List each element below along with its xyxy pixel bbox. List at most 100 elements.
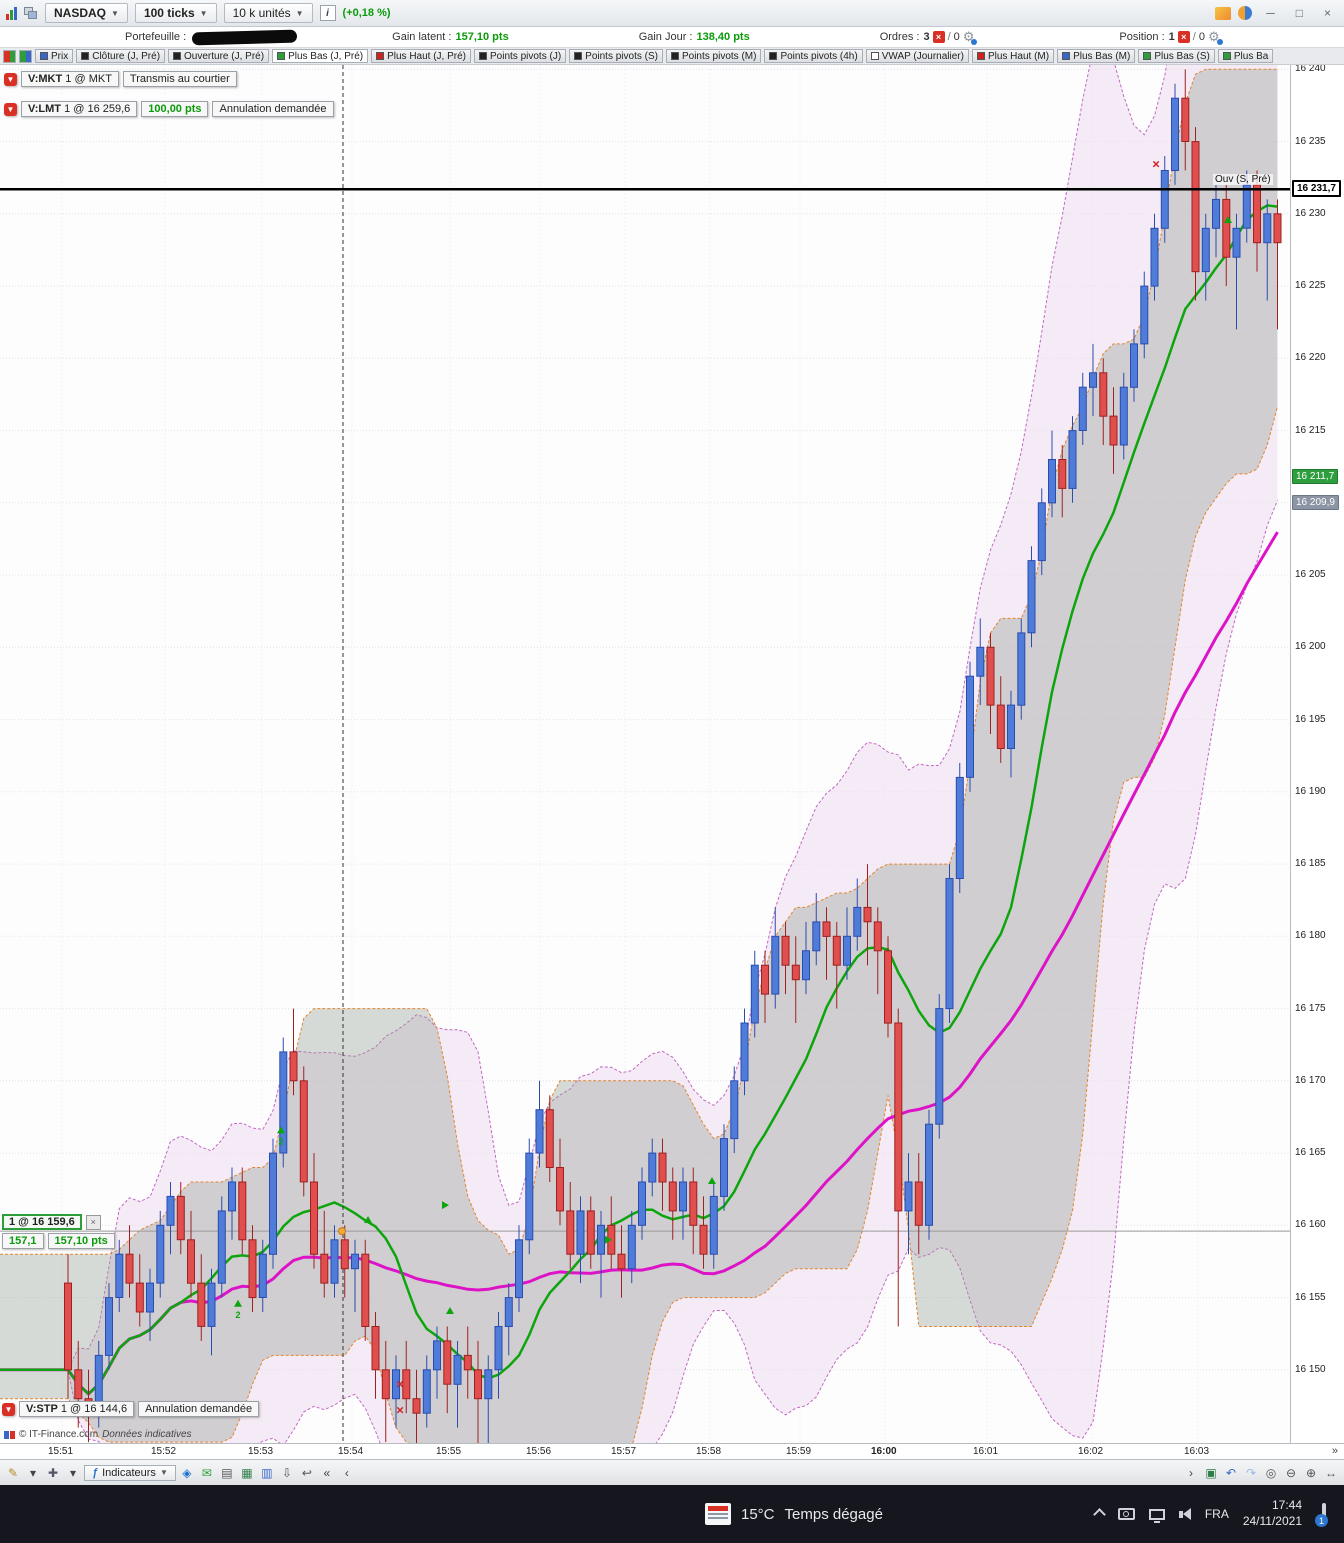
instrument-select[interactable]: NASDAQ ▼ (45, 3, 128, 23)
link-back-icon[interactable]: ↩ (301, 1465, 312, 1480)
legend-item-1[interactable]: Clôture (J, Pré) (76, 49, 166, 63)
legend-item-12[interactable]: Plus Bas (S) (1138, 49, 1215, 63)
units-select[interactable]: 10 k unités ▼ (223, 3, 313, 23)
time-axis[interactable]: » 15:51 15:52 15:53 15:54 15:55 15:56 15:57 15:… (0, 1443, 1344, 1459)
zoom-select-icon[interactable]: ◎ (1265, 1465, 1277, 1480)
units-label: 10 k unités (232, 6, 291, 20)
legend-color-swatch (870, 52, 879, 60)
position-settings-icon[interactable]: ⚙ (1208, 29, 1223, 45)
legend-item-2[interactable]: Ouverture (J, Pré) (168, 49, 270, 63)
draw-tools-icon[interactable]: ✎ (7, 1465, 19, 1480)
time-axis-label: 16:00 (871, 1446, 897, 1457)
zoom-fit-icon[interactable]: ↔ (1325, 1465, 1337, 1480)
legend-color-swatch (574, 52, 583, 60)
position-close-icon[interactable]: × (1177, 31, 1190, 43)
legend-item-8[interactable]: Points pivots (4h) (764, 49, 863, 63)
camera-icon[interactable] (1117, 1508, 1135, 1520)
scroll-right-icon[interactable]: » (1331, 1445, 1338, 1457)
minimize-button[interactable]: ─ (1266, 6, 1275, 20)
order-mkt-status: Transmis au courtier (122, 71, 237, 87)
zoom-out-icon[interactable]: ⊖ (1285, 1465, 1297, 1480)
ordres-cancel-icon[interactable]: × (932, 31, 945, 43)
draw-tools-caret-icon[interactable]: ▾ (29, 1465, 37, 1480)
nav-right-icon[interactable]: › (1189, 1465, 1193, 1480)
taskbar-weather-widget[interactable]: 15°C Temps dégagé (695, 1497, 893, 1531)
close-button[interactable]: × (1323, 6, 1331, 20)
chat-icon[interactable]: ✉ (201, 1465, 212, 1480)
legend-item-11[interactable]: Plus Bas (M) (1057, 49, 1136, 63)
bar-chart-icon[interactable] (6, 6, 17, 20)
redo-icon[interactable]: ↷ (1245, 1465, 1257, 1480)
price-axis-label: 16 175 (1295, 1002, 1326, 1014)
chevron-down-icon: ▼ (199, 8, 208, 18)
weather-temp: 15°C (741, 1505, 775, 1523)
chart-objects-icon[interactable]: ✚ (47, 1465, 59, 1480)
legend-color-swatch (1143, 52, 1152, 60)
legend-item-9[interactable]: VWAP (Journalier) (865, 49, 969, 63)
undo-icon[interactable]: ↶ (1225, 1465, 1237, 1480)
chevron-down-icon: ▼ (159, 1468, 168, 1477)
detach-window-icon[interactable]: ▣ (1205, 1465, 1217, 1480)
legend-item-13[interactable]: Plus Ba (1217, 49, 1274, 63)
zoom-in-icon[interactable]: ⊕ (1305, 1465, 1317, 1480)
hidden-icons-chevron[interactable] (1092, 1507, 1106, 1521)
price-axis-label: 16 205 (1295, 569, 1326, 581)
alerts-icon[interactable] (1215, 6, 1232, 20)
legend-item-3[interactable]: Plus Bas (J, Pré) (272, 49, 369, 63)
bottom-toolbar: ✎ ▾ ✚ ▾ ƒ Indicateurs ▼ ◈ ✉ ▤ ▦ ▥ ⇩ ↩ « ‹ › ▣ ↶ ↷ ◎ ⊖ ⊕ ↔ (0, 1459, 1344, 1485)
language-indicator[interactable]: FRA (1204, 1507, 1229, 1521)
line-style-icon[interactable] (19, 49, 32, 63)
order-stp-tag[interactable]: V:STP 1 @ 16 144,6 (19, 1401, 135, 1417)
order-mkt-tag[interactable]: V:MKT 1 @ MKT (21, 71, 119, 87)
position-close-icon[interactable]: × (85, 1214, 101, 1230)
taskbar-clock[interactable]: 17:44 24/11/2021 (1243, 1498, 1302, 1529)
position-pending-count: 0 (1198, 31, 1205, 43)
ouv-line-label: Ouv (S, Pré) (1213, 174, 1273, 186)
candles-style-icon[interactable] (3, 49, 16, 63)
nav-left-icon[interactable]: ‹ (344, 1465, 349, 1480)
copyright-link[interactable]: © IT-Finance.com (19, 1429, 99, 1440)
time-axis-label: 16:02 (1078, 1446, 1104, 1457)
legend-item-10[interactable]: Plus Haut (M) (971, 49, 1055, 63)
watchlist-icon[interactable]: ▦ (241, 1465, 253, 1480)
share-icon[interactable]: ◈ (182, 1465, 192, 1480)
position-pnl-short: 157,1 (2, 1233, 44, 1250)
gain-jour-label: Gain Jour : (638, 31, 693, 43)
ordres-settings-icon[interactable]: ⚙ (963, 29, 978, 45)
price-axis[interactable]: 16 150 16 155 16 160 16 165 16 170 16 175 16 1… (1290, 65, 1344, 1443)
chart-canvas[interactable]: 2 2 × × × (0, 65, 1290, 1443)
legend-item-0[interactable]: Prix (35, 49, 74, 63)
price-axis-label: 16 190 (1295, 785, 1326, 797)
sync-icon[interactable] (1238, 6, 1253, 20)
legend-item-6[interactable]: Points pivots (S) (569, 49, 663, 63)
position-entry-tag[interactable]: 1 @ 16 159,6 (2, 1214, 82, 1231)
legend-item-label: Points pivots (M) (681, 50, 757, 62)
svg-text:2: 2 (235, 1310, 240, 1320)
nav-fast-left-icon[interactable]: « (323, 1465, 331, 1480)
legend-item-4[interactable]: Plus Haut (J, Pré) (371, 49, 472, 63)
orderbook-icon[interactable]: ▥ (261, 1465, 273, 1480)
interval-select[interactable]: 100 ticks ▼ (134, 3, 217, 23)
legend-item-label: Prix (51, 50, 69, 62)
indicateurs-button[interactable]: ƒ Indicateurs ▼ (84, 1464, 176, 1481)
order-lmt-pts: 100,00 pts (141, 101, 209, 117)
news-icon[interactable]: ▤ (221, 1465, 233, 1480)
chart-objects-caret-icon[interactable]: ▾ (69, 1465, 77, 1480)
legend-item-7[interactable]: Points pivots (M) (665, 49, 762, 63)
legend-item-5[interactable]: Points pivots (J) (474, 49, 567, 63)
sell-order-icon: ▼ (4, 72, 17, 86)
link-windows-icon[interactable] (24, 7, 38, 19)
maximize-button[interactable]: □ (1295, 6, 1303, 20)
monitor-icon[interactable] (1148, 1508, 1165, 1523)
clock-time: 17:44 (1271, 1498, 1302, 1513)
price-axis-label: 16 215 (1295, 424, 1326, 436)
info-icon[interactable]: i (319, 5, 336, 21)
price-chart[interactable]: 2 2 × × × ▼ V:MKT 1 @ MKT Transmis au courti… (0, 65, 1290, 1443)
order-lmt-tag[interactable]: V:LMT 1 @ 16 259,6 (21, 101, 138, 117)
speaker-icon[interactable] (1178, 1508, 1191, 1520)
legend-color-swatch (40, 52, 48, 60)
time-axis-label: 15:57 (611, 1446, 637, 1457)
notification-center-icon[interactable]: 1 (1315, 1503, 1328, 1527)
export-icon[interactable]: ⇩ (281, 1465, 292, 1480)
